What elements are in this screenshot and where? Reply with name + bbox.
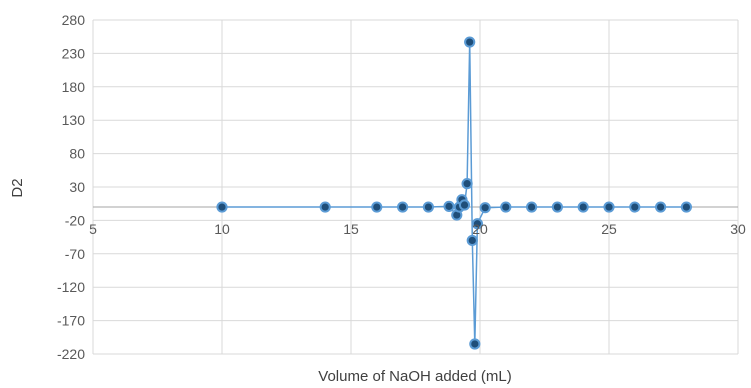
data-point: [629, 201, 641, 213]
data-point: [466, 234, 478, 247]
data-point: [464, 36, 476, 48]
data-point: [471, 218, 484, 230]
data-point: [458, 199, 471, 211]
tick-labels: 280 230 180 130 80 30 -20 -70 -120 -170 -220 5 10 15 2…: [57, 12, 746, 362]
y-tick-label: 280: [62, 12, 86, 28]
data-point: [655, 201, 667, 213]
data-point: [371, 201, 383, 213]
data-point: [469, 338, 481, 350]
grid: [92, 19, 739, 355]
data-point: [216, 201, 228, 213]
data-point: [577, 201, 589, 213]
y-tick-label: -70: [65, 246, 85, 262]
data-point: [479, 202, 491, 214]
data-point: [603, 201, 615, 213]
y-tick-label: 180: [62, 79, 86, 95]
x-tick-label: 10: [214, 221, 230, 237]
data-point: [551, 201, 564, 213]
y-axis-title: D2: [9, 178, 26, 197]
y-tick-label: -170: [57, 313, 85, 329]
data-point: [461, 178, 473, 190]
x-axis-title: Volume of NaOH added (mL): [318, 368, 511, 385]
data-point: [319, 201, 331, 213]
y-tick-label: 30: [69, 179, 85, 195]
data-point: [397, 201, 409, 213]
y-tick-label: 80: [69, 146, 85, 162]
data-point: [422, 201, 434, 213]
data-point: [500, 201, 512, 213]
x-tick-label: 5: [89, 221, 97, 237]
y-tick-label: 230: [62, 45, 86, 61]
x-tick-label: 20: [472, 221, 488, 237]
y-tick-label: -120: [57, 279, 85, 295]
x-tick-label: 30: [730, 221, 746, 237]
x-tick-label: 25: [601, 221, 617, 237]
y-tick-label: -220: [57, 346, 85, 362]
data-series: [216, 36, 693, 350]
data-point: [680, 201, 693, 213]
y-tick-label: -20: [65, 212, 85, 228]
data-point: [443, 200, 455, 212]
data-point: [526, 201, 538, 213]
x-tick-label: 15: [343, 221, 359, 237]
y-tick-label: 130: [62, 112, 86, 128]
